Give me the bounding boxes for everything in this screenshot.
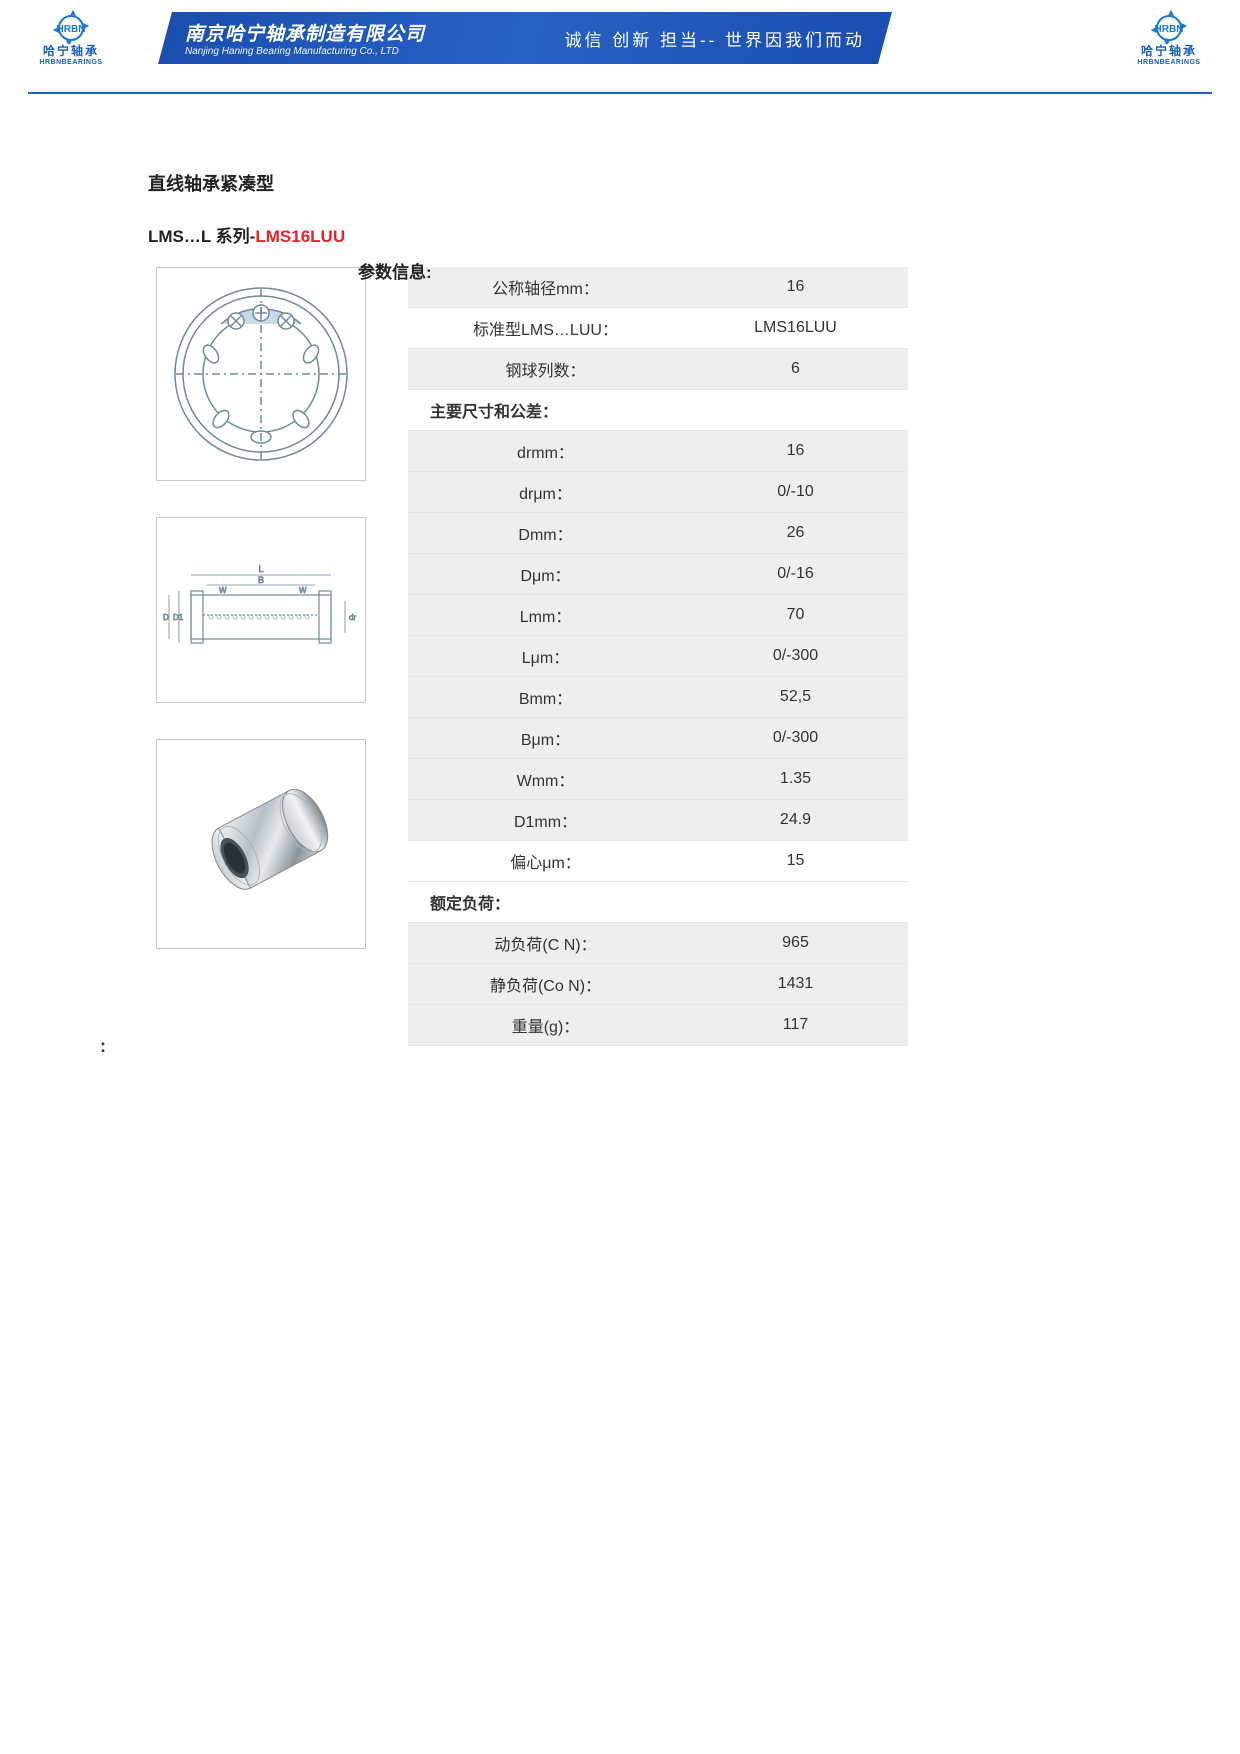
spec-label: drmm：	[408, 431, 683, 472]
diagrams-column: L B W W D1 D dr	[148, 267, 378, 1046]
logo-en-text: HRBNBEARINGS	[32, 59, 110, 66]
table-row: 静负荷(Co N)：1431	[408, 964, 908, 1005]
product-series-title: LMS…L 系列-LMS16LUU	[148, 222, 908, 247]
company-name-cn: 南京哈宁轴承制造有限公司	[185, 19, 425, 46]
spec-label: 钢球列数：	[408, 349, 683, 390]
diagram-top-view	[156, 267, 366, 481]
spec-label: 动负荷(C N)：	[408, 923, 683, 964]
spec-label: Lμm：	[408, 636, 683, 677]
main-content: 直线轴承紧凑型 LMS…L 系列-LMS16LUU	[148, 170, 908, 1046]
spec-value: 0/-16	[683, 554, 908, 595]
spec-value: 16	[683, 431, 908, 472]
product-model: LMS16LUU	[255, 227, 345, 246]
table-row: 主要尺寸和公差：	[408, 390, 908, 431]
company-name-en: Nanjing Haning Bearing Manufacturing Co.…	[185, 46, 425, 57]
spec-label: Dmm：	[408, 513, 683, 554]
spec-label: 公称轴径mm：	[408, 267, 683, 308]
table-row: 动负荷(C N)：965	[408, 923, 908, 964]
spec-label: 重量(g)：	[408, 1005, 683, 1046]
table-row: Dμm：0/-16	[408, 554, 908, 595]
spec-value: 965	[683, 923, 908, 964]
spec-value: 0/-300	[683, 636, 908, 677]
spec-label: Dμm：	[408, 554, 683, 595]
table-row: 偏心μm：15	[408, 841, 908, 882]
spec-label: 偏心μm：	[408, 841, 683, 882]
logo-right: HRBN 哈宁轴承 HRBNBEARINGS	[1130, 10, 1208, 66]
section-header: 主要尺寸和公差：	[408, 390, 908, 431]
param-info-label: 参数信息:	[358, 258, 432, 283]
specs-column: 公称轴径mm：16标准型LMS…LUU：LMS16LUU钢球列数：6主要尺寸和公…	[408, 267, 908, 1046]
spec-value: 0/-300	[683, 718, 908, 759]
logo-cn-text-r: 哈宁轴承	[1130, 42, 1208, 59]
gear-logo-icon: HRBN	[1141, 10, 1197, 44]
svg-text:L: L	[258, 564, 263, 574]
svg-text:W: W	[219, 586, 227, 595]
table-row: 标准型LMS…LUU：LMS16LUU	[408, 308, 908, 349]
spec-value: 1431	[683, 964, 908, 1005]
gear-logo-icon: HRBN	[43, 10, 99, 44]
table-row: 钢球列数：6	[408, 349, 908, 390]
footer-colon: :	[100, 1036, 106, 1057]
spec-value: 15	[683, 841, 908, 882]
table-row: drμm：0/-10	[408, 472, 908, 513]
spec-label: D1mm：	[408, 800, 683, 841]
spec-label: Bmm：	[408, 677, 683, 718]
spec-label: drμm：	[408, 472, 683, 513]
spec-value: LMS16LUU	[683, 308, 908, 349]
spec-label: Bμm：	[408, 718, 683, 759]
svg-text:dr: dr	[349, 613, 356, 622]
logo-left: HRBN 哈宁轴承 HRBNBEARINGS	[32, 10, 110, 66]
svg-text:HRBN: HRBN	[1155, 24, 1184, 35]
header-content: 南京哈宁轴承制造有限公司 Nanjing Haning Bearing Manu…	[185, 12, 865, 64]
header-divider	[28, 92, 1212, 94]
spec-table: 公称轴径mm：16标准型LMS…LUU：LMS16LUU钢球列数：6主要尺寸和公…	[408, 267, 908, 1046]
spec-label: 静负荷(Co N)：	[408, 964, 683, 1005]
svg-text:D1: D1	[173, 613, 184, 622]
spec-value: 1.35	[683, 759, 908, 800]
svg-text:B: B	[258, 575, 264, 585]
section-header: 额定负荷：	[408, 882, 908, 923]
svg-text:D: D	[163, 613, 169, 622]
spec-value: 26	[683, 513, 908, 554]
company-slogan: 诚信 创新 担当-- 世界因我们而动	[565, 26, 866, 51]
table-row: 公称轴径mm：16	[408, 267, 908, 308]
spec-value: 16	[683, 267, 908, 308]
table-row: D1mm：24.9	[408, 800, 908, 841]
diagram-side-view: L B W W D1 D dr	[156, 517, 366, 703]
table-row: Dmm：26	[408, 513, 908, 554]
spec-label: Wmm：	[408, 759, 683, 800]
spec-value: 52,5	[683, 677, 908, 718]
table-row: 额定负荷：	[408, 882, 908, 923]
table-row: Bmm：52,5	[408, 677, 908, 718]
product-category-title: 直线轴承紧凑型	[148, 170, 908, 196]
table-row: Bμm：0/-300	[408, 718, 908, 759]
table-row: Wmm：1.35	[408, 759, 908, 800]
spec-label: Lmm：	[408, 595, 683, 636]
diagram-3d-render	[156, 739, 366, 949]
table-row: Lmm：70	[408, 595, 908, 636]
spec-value: 0/-10	[683, 472, 908, 513]
table-row: 重量(g)：117	[408, 1005, 908, 1046]
series-prefix: LMS…L 系列-	[148, 227, 255, 246]
spec-value: 117	[683, 1005, 908, 1046]
spec-label: 标准型LMS…LUU：	[408, 308, 683, 349]
spec-value: 70	[683, 595, 908, 636]
table-row: drmm：16	[408, 431, 908, 472]
table-row: Lμm：0/-300	[408, 636, 908, 677]
spec-value: 6	[683, 349, 908, 390]
logo-en-text-r: HRBNBEARINGS	[1130, 59, 1208, 66]
spec-value: 24.9	[683, 800, 908, 841]
logo-cn-text: 哈宁轴承	[32, 42, 110, 59]
logo-top-text: HRBN	[57, 24, 86, 35]
svg-text:W: W	[299, 586, 307, 595]
